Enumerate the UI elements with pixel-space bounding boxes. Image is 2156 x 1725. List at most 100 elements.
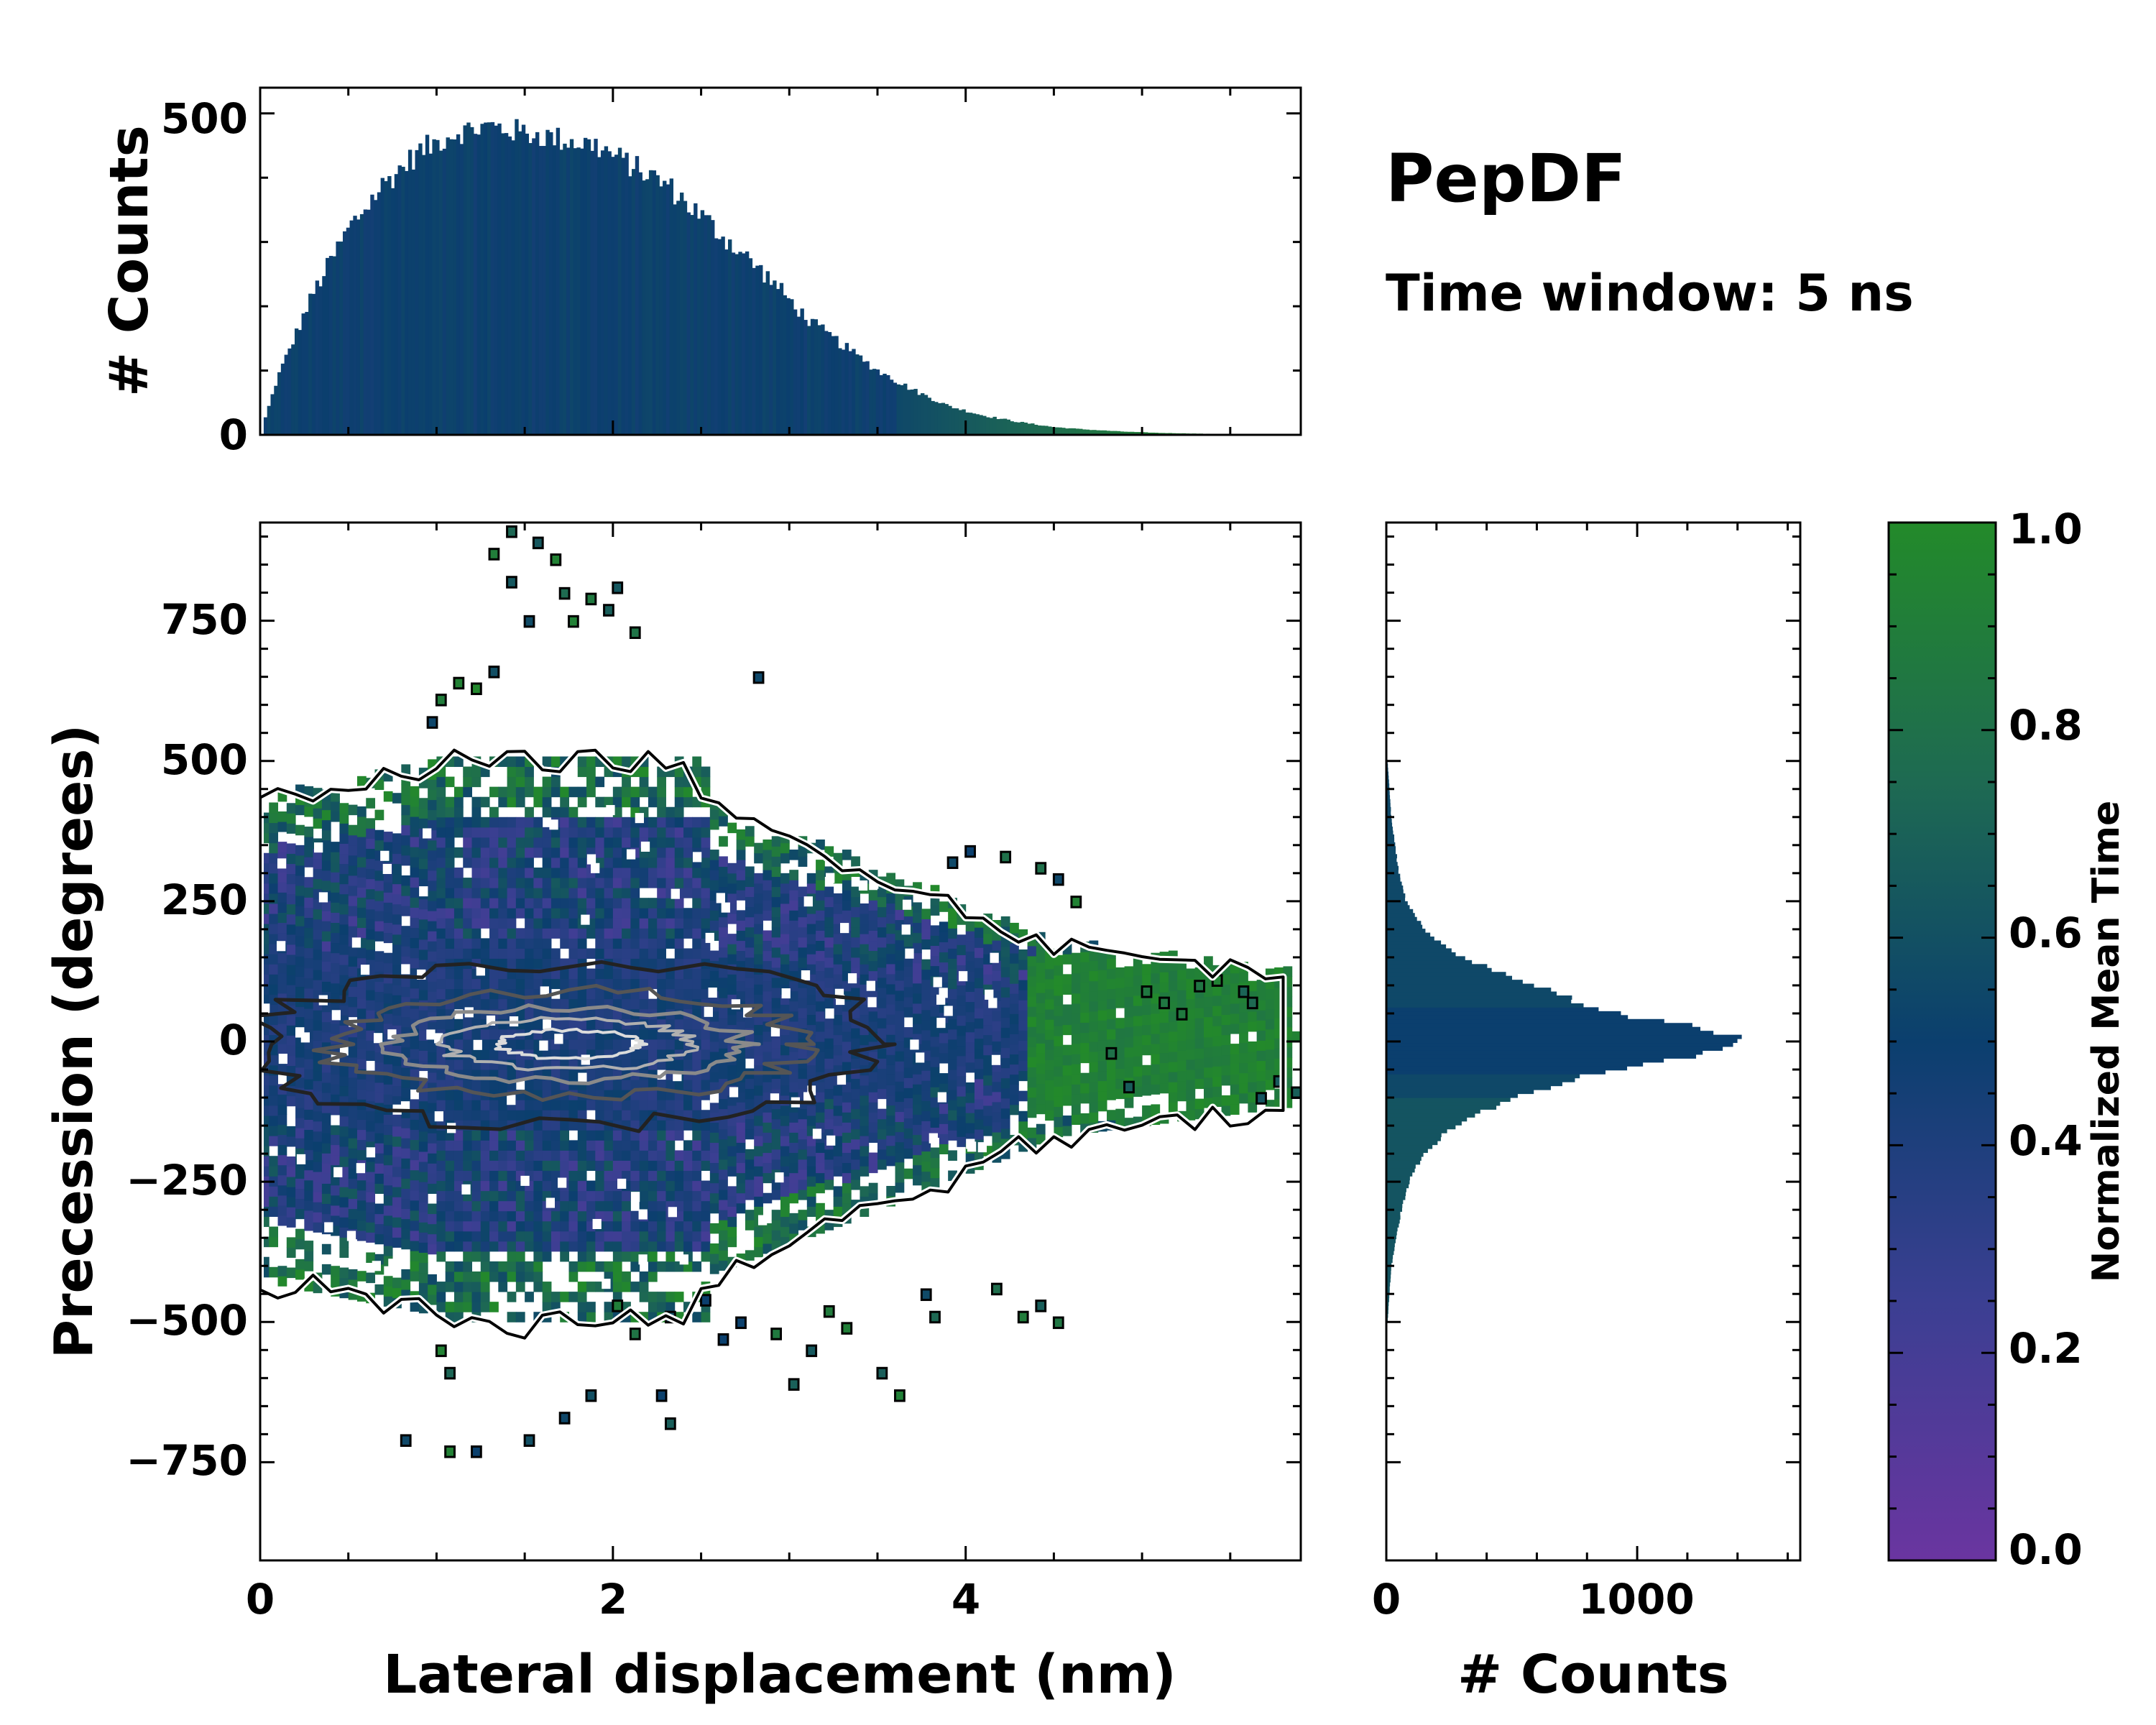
heatmap-cell xyxy=(1212,995,1222,1006)
heatmap-cell xyxy=(1265,988,1275,1000)
top-hist-bar xyxy=(676,201,681,435)
heatmap-cell xyxy=(895,1182,905,1193)
heatmap-cell xyxy=(471,1029,482,1040)
heatmap-cell xyxy=(727,1216,737,1228)
heatmap-cell xyxy=(595,1170,605,1182)
heatmap-cell xyxy=(453,998,464,1010)
heatmap-cell xyxy=(965,1113,975,1123)
heatmap-cell xyxy=(674,1292,684,1302)
heatmap-cell xyxy=(833,1034,843,1046)
heatmap-cell xyxy=(542,837,552,848)
heatmap-cell xyxy=(921,979,931,990)
heatmap-cell xyxy=(1018,1020,1028,1031)
heatmap-cell xyxy=(806,944,816,954)
heatmap-cell xyxy=(727,984,737,995)
heatmap-cell xyxy=(789,960,799,972)
heatmap-cell xyxy=(612,878,622,888)
heatmap-cell xyxy=(719,1169,728,1180)
heatmap-cell xyxy=(383,1013,393,1024)
heatmap-cell xyxy=(489,948,499,959)
top-histogram-bars xyxy=(263,119,1266,436)
heatmap-cell xyxy=(286,1187,296,1197)
heatmap-cell xyxy=(824,1018,834,1029)
heatmap-outlier-cell xyxy=(655,1389,668,1402)
heatmap-cell xyxy=(1062,1095,1072,1106)
heatmap-cell xyxy=(974,947,984,958)
heatmap-cell xyxy=(622,888,631,898)
heatmap-cell xyxy=(1256,1060,1266,1072)
heatmap-cell xyxy=(463,1292,473,1302)
heatmap-cell xyxy=(754,1095,763,1106)
heatmap-cell xyxy=(895,1071,905,1082)
heatmap-cell xyxy=(639,1110,649,1121)
heatmap-cell xyxy=(577,1018,587,1030)
heatmap-cell xyxy=(895,970,905,981)
heatmap-cell xyxy=(366,1162,376,1172)
heatmap-cell xyxy=(1239,972,1248,983)
heatmap-cell xyxy=(471,857,482,868)
heatmap-cell xyxy=(568,1180,579,1192)
top-hist-bar xyxy=(855,354,860,435)
top-hist-bar xyxy=(707,215,711,435)
heatmap-cell xyxy=(498,928,508,939)
heatmap-cell xyxy=(339,853,349,865)
heatmap-cell xyxy=(1221,1034,1231,1046)
heatmap-cell xyxy=(392,1227,402,1238)
heatmap-cell xyxy=(780,934,790,944)
top-hist-bar xyxy=(755,265,760,435)
heatmap-cell xyxy=(383,932,393,944)
heatmap-cell xyxy=(763,900,773,911)
heatmap-cell xyxy=(939,901,949,912)
heatmap-empty-cell xyxy=(692,852,702,862)
heatmap-cell xyxy=(903,1047,913,1058)
heatmap-cell xyxy=(674,898,684,908)
heatmap-cell xyxy=(550,868,561,878)
heatmap-cell xyxy=(489,1029,499,1040)
heatmap-cell xyxy=(657,827,666,838)
right-hist-bar xyxy=(1386,1109,1480,1114)
heatmap-cell xyxy=(1000,1087,1010,1099)
heatmap-cell xyxy=(507,1160,517,1172)
heatmap-cell xyxy=(1071,1084,1081,1095)
heatmap-empty-cell xyxy=(602,1279,611,1289)
heatmap-cell xyxy=(824,1149,834,1160)
heatmap-cell xyxy=(586,898,596,908)
heatmap-cell xyxy=(515,1070,525,1080)
top-hist-bar xyxy=(824,331,829,435)
heatmap-cell xyxy=(719,1149,728,1160)
heatmap-cell xyxy=(366,1030,376,1041)
top-hist-bar xyxy=(336,242,340,435)
heatmap-cell xyxy=(313,929,323,940)
top-hist-bar xyxy=(594,139,598,435)
top-hist-bar xyxy=(470,126,474,435)
heatmap-cell xyxy=(948,1120,957,1131)
heatmap-cell xyxy=(550,908,561,919)
heatmap-cell xyxy=(789,920,799,931)
right-hist-bar xyxy=(1386,1152,1424,1157)
heatmap-cell xyxy=(604,948,614,959)
heatmap-cell xyxy=(719,1260,728,1271)
heatmap-cell xyxy=(321,880,331,891)
heatmap-cell xyxy=(356,887,367,898)
heatmap-cell xyxy=(1097,980,1107,990)
heatmap-cell xyxy=(401,1016,411,1028)
heatmap-cell xyxy=(727,1226,737,1238)
heatmap-cell xyxy=(1186,1018,1196,1030)
heatmap-cell xyxy=(1000,1037,1010,1049)
heatmap-cell xyxy=(374,1284,384,1295)
heatmap-cell xyxy=(622,816,631,828)
heatmap-cell xyxy=(356,1220,367,1231)
heatmap-cell xyxy=(780,883,790,894)
heatmap-outlier-cell xyxy=(444,1366,456,1380)
top-hist-bar xyxy=(504,133,509,435)
heatmap-cell xyxy=(489,1160,499,1172)
heatmap-cell xyxy=(277,922,287,934)
heatmap-cell xyxy=(1080,1082,1089,1094)
heatmap-cell xyxy=(692,948,702,959)
heatmap-cell xyxy=(507,1292,517,1302)
heatmap-cell xyxy=(1062,954,1072,965)
heatmap-cell xyxy=(366,1182,376,1192)
heatmap-cell xyxy=(392,1217,402,1228)
right-hist-bar xyxy=(1386,857,1397,862)
heatmap-cell xyxy=(383,1134,393,1146)
